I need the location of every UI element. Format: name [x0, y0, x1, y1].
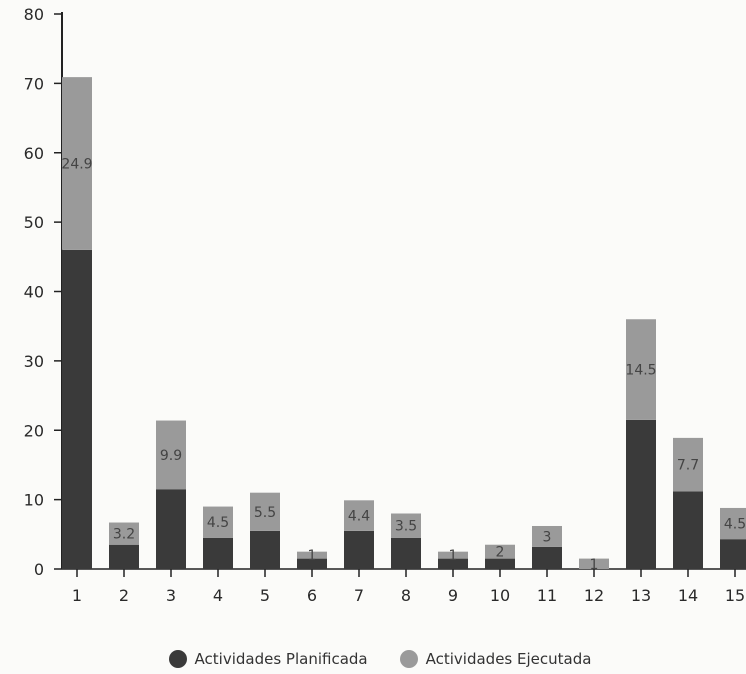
bar-planned	[720, 539, 746, 569]
legend-item-executed: Actividades Ejecutada	[399, 650, 592, 668]
bar-executed	[626, 319, 656, 420]
bar-planned	[250, 530, 280, 569]
chart-legend: Actividades Planificada Actividades Ejec…	[0, 650, 746, 668]
bar-planned	[203, 537, 233, 569]
x-tick-label: 14	[678, 586, 698, 605]
bar-planned	[156, 489, 186, 569]
x-tick-label: 8	[401, 586, 411, 605]
bar-planned	[62, 249, 92, 569]
bar-planned	[344, 530, 374, 569]
x-tick-label: 5	[260, 586, 270, 605]
data-label: 3.2	[113, 527, 135, 543]
bar-planned	[391, 537, 421, 569]
x-tick-label: 1	[72, 586, 82, 605]
x-tick-label: 11	[537, 586, 557, 605]
data-label: 4.5	[207, 515, 229, 531]
bar-planned	[438, 558, 468, 569]
legend-label-planned: Actividades Planificada	[194, 650, 368, 668]
legend-item-planned: Actividades Planificada	[168, 650, 368, 668]
y-tick-label: 80	[24, 5, 44, 24]
y-tick-label: 50	[24, 213, 44, 232]
y-tick-label: 60	[24, 144, 44, 163]
data-label: 24.9	[61, 157, 92, 173]
x-tick-label: 15	[725, 586, 745, 605]
bar-executed	[109, 522, 139, 545]
x-tick-label: 13	[631, 586, 651, 605]
x-tick-label: 7	[354, 586, 364, 605]
data-label: 4.4	[348, 509, 370, 525]
data-label: 5.5	[254, 505, 276, 521]
y-tick-label: 70	[24, 74, 44, 93]
bar-executed	[344, 500, 374, 531]
bar-planned	[673, 491, 703, 569]
y-tick-label: 10	[24, 491, 44, 510]
x-tick-label: 10	[490, 586, 510, 605]
bar-executed	[720, 507, 746, 540]
bar-executed	[62, 77, 92, 250]
data-label: 1	[308, 548, 317, 564]
data-label: 2	[496, 545, 505, 561]
legend-swatch-executed	[399, 650, 418, 668]
data-label: 14.5	[625, 363, 656, 379]
bar-executed	[250, 492, 280, 531]
bar-executed	[673, 437, 703, 492]
data-label: 1	[590, 557, 599, 573]
bar-planned	[626, 419, 656, 569]
bar-executed	[203, 506, 233, 538]
y-tick-label: 0	[34, 560, 44, 579]
bar-executed	[297, 551, 327, 559]
x-tick-label: 12	[584, 586, 604, 605]
data-label: 1	[449, 548, 458, 564]
y-tick-label: 40	[24, 283, 44, 302]
x-tick-label: 4	[213, 586, 223, 605]
data-label: 3	[543, 529, 552, 545]
data-label: 9.9	[160, 448, 182, 464]
data-label: 3.5	[395, 519, 417, 535]
data-label: 7.7	[677, 458, 699, 474]
bar-planned	[109, 544, 139, 569]
data-label: 4.5	[724, 517, 746, 533]
bar-executed	[156, 420, 186, 490]
bar-planned	[532, 546, 562, 569]
bar-executed	[438, 551, 468, 559]
bar-executed	[391, 513, 421, 538]
legend-label-executed: Actividades Ejecutada	[425, 650, 592, 668]
bar-planned	[297, 558, 327, 569]
x-tick-label: 6	[307, 586, 317, 605]
bar-executed	[485, 544, 515, 559]
x-tick-label: 3	[166, 586, 176, 605]
bar-executed	[579, 558, 609, 569]
x-tick-label: 9	[448, 586, 458, 605]
bar-planned	[485, 558, 515, 569]
x-tick-label: 2	[119, 586, 129, 605]
legend-swatch-planned	[168, 650, 187, 668]
bar-executed	[532, 525, 562, 547]
y-tick-label: 30	[24, 352, 44, 371]
y-tick-label: 20	[24, 421, 44, 440]
